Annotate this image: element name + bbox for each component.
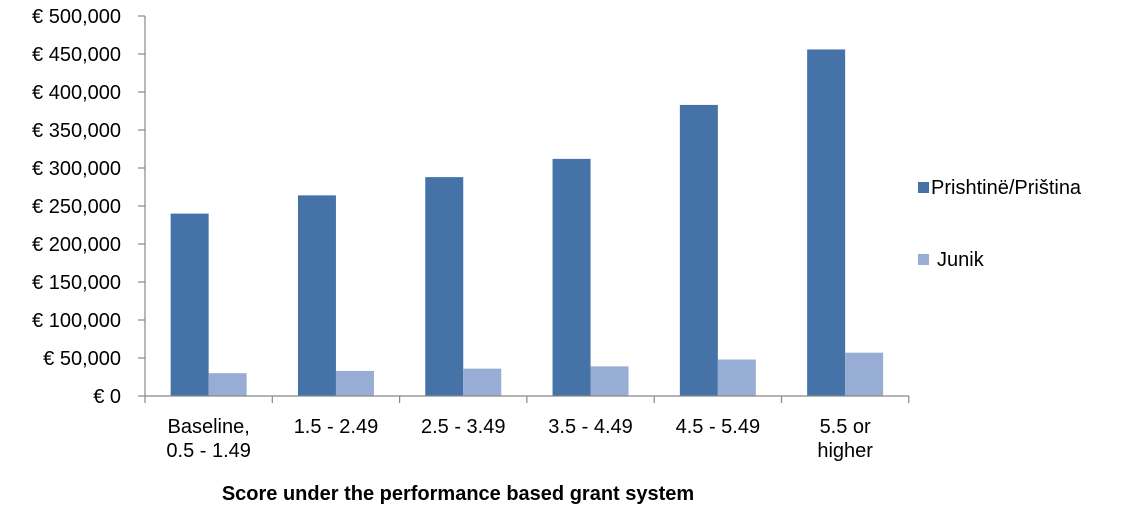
x-axis-title: Score under the performance based grant … [222,483,694,505]
x-tick-label: 5.5 or higher [817,416,873,462]
x-tick-label: 4.5 - 5.49 [676,416,761,438]
bar-prishtina [807,49,846,396]
bar-junik [590,366,629,396]
x-axis: Baseline, 0.5 - 1.49 1.5 - 2.49 2.5 - 3.49 3… [144,395,910,462]
y-tick-label: € 400,000 [32,82,121,104]
x-tick-label: 3.5 - 4.49 [548,416,633,438]
y-tick-label: € 300,000 [32,158,121,180]
bar-junik [208,373,247,396]
y-tick-label: € 450,000 [32,44,121,66]
bar-junik [717,359,756,396]
y-tick-label: € 350,000 [32,120,121,142]
y-tick-label: € 150,000 [32,272,121,294]
y-tick-label: € 500,000 [32,6,121,28]
bar-junik [845,352,884,396]
x-tick-label: Baseline, 0.5 - 1.49 [166,416,251,462]
x-tick-label: 1.5 - 2.49 [294,416,379,438]
bar-junik [463,368,502,396]
bars [170,49,884,397]
legend-label: Prishtinë/Priština [931,177,1082,199]
x-tick-label: 2.5 - 3.49 [421,416,506,438]
y-tick-label: € 0 [93,386,121,408]
legend-label: Junik [937,249,985,271]
bar-junik [335,370,374,396]
bar-prishtina [297,195,336,396]
legend-swatch [918,182,929,193]
bar-prishtina [170,213,209,396]
y-tick-label: € 50,000 [43,348,121,370]
y-tick-label: € 250,000 [32,196,121,218]
bar-prishtina [552,158,591,396]
y-axis: € 0 € 50,000 € 100,000 € 150,000 € 200,000 € … [32,6,146,408]
y-tick-label: € 200,000 [32,234,121,256]
legend: Prishtinë/Priština Junik [918,177,1082,271]
bar-prishtina [425,177,464,396]
bar-prishtina [679,104,718,397]
legend-swatch [918,254,929,265]
y-tick-label: € 100,000 [32,310,121,332]
